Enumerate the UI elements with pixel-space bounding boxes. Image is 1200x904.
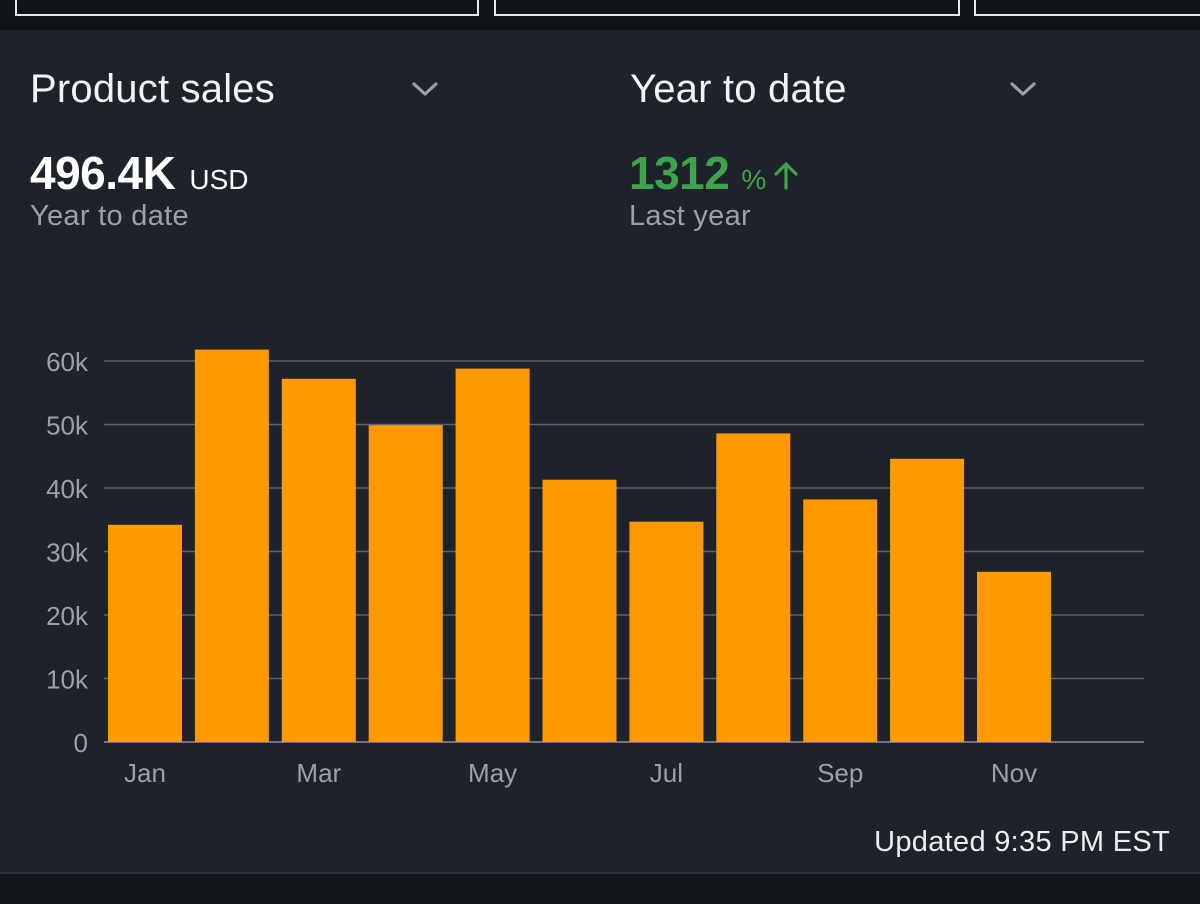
y-tick-label: 30k: [46, 538, 89, 568]
top-card-1[interactable]: [15, 0, 479, 16]
sales-change-value: 1312: [629, 147, 730, 199]
metric-selector-label: Product sales: [30, 66, 275, 111]
chart-x-axis: Jan Mar May Jul Sep Nov: [124, 758, 1037, 788]
bar-jan[interactable]: [108, 524, 182, 742]
sales-change: 1312 %: [629, 146, 800, 202]
x-tick-label: Jul: [650, 758, 683, 788]
sales-change-caption: Last year: [629, 200, 751, 232]
total-sales: 496.4K USD: [30, 146, 248, 202]
bar-mar[interactable]: [281, 378, 356, 742]
chart-y-axis: 0 10k 20k 30k 40k 50k 60k: [46, 347, 89, 758]
chevron-down-icon: [412, 82, 438, 96]
bottom-strip: [0, 872, 1200, 904]
x-tick-label: Sep: [817, 758, 863, 788]
top-card-2[interactable]: [494, 0, 960, 16]
chevron-down-icon: [1010, 82, 1036, 96]
y-tick-label: 10k: [46, 665, 89, 695]
bar-oct[interactable]: [890, 458, 965, 742]
bar-nov[interactable]: [977, 571, 1051, 742]
arrow-up-icon: [774, 162, 798, 190]
y-tick-label: 20k: [46, 601, 89, 631]
top-card-strip: [0, 0, 1200, 30]
x-tick-label: Jan: [124, 758, 166, 788]
metric-selector[interactable]: Product sales: [30, 62, 440, 116]
y-tick-label: 40k: [46, 474, 89, 504]
sales-change-unit: %: [741, 164, 767, 195]
monthly-sales-bar-chart: 0 10k 20k 30k 40k 50k 60k Jan Mar May Jul Sep Nov: [46, 347, 1144, 788]
y-tick-label: 0: [74, 728, 88, 758]
bar-apr[interactable]: [368, 425, 443, 742]
bar-may[interactable]: [455, 368, 530, 742]
bar-jun[interactable]: [542, 479, 617, 742]
bar-jul[interactable]: [629, 521, 704, 742]
x-tick-label: Mar: [296, 758, 341, 788]
top-card-3[interactable]: [974, 0, 1200, 16]
bar-sep[interactable]: [803, 499, 878, 742]
x-tick-label: Nov: [991, 758, 1037, 788]
period-selector[interactable]: Year to date: [630, 62, 1038, 116]
chart-gridlines: [104, 360, 1144, 743]
y-tick-label: 60k: [46, 347, 89, 377]
bar-aug[interactable]: [716, 433, 791, 742]
period-selector-label: Year to date: [630, 66, 847, 111]
bar-feb[interactable]: [194, 349, 269, 742]
total-sales-value: 496.4K: [30, 147, 176, 199]
y-tick-label: 50k: [46, 411, 89, 441]
total-sales-caption: Year to date: [30, 200, 189, 232]
chart-bars: [108, 349, 1051, 742]
updated-timestamp: Updated 9:35 PM EST: [874, 826, 1170, 858]
total-sales-unit: USD: [189, 164, 249, 195]
x-tick-label: May: [468, 758, 517, 788]
